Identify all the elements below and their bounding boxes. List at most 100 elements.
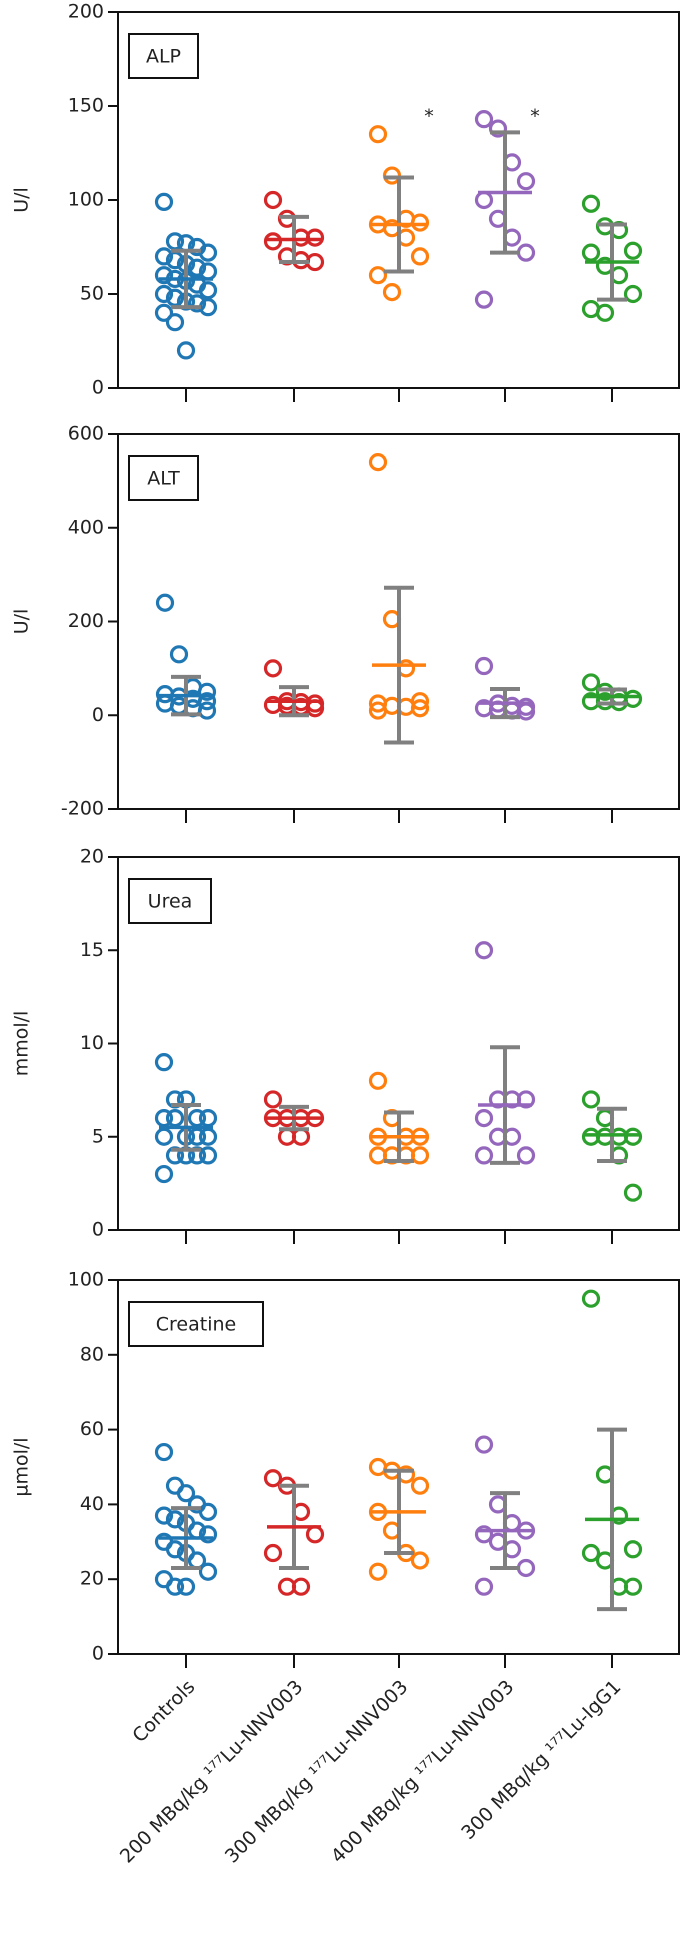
data-point (368, 701, 388, 720)
y-axis-label: µmol/l (11, 1437, 33, 1496)
data-point (165, 1540, 185, 1559)
y-tick-label: 80 (80, 1343, 104, 1365)
data-point (198, 281, 218, 300)
y-axis-label: U/l (11, 609, 33, 635)
y-tick-label: 100 (68, 1269, 104, 1291)
data-point (165, 1108, 185, 1128)
data-point (623, 241, 643, 260)
data-point (581, 1543, 601, 1563)
x-tick-label: 400 MBq/kg ¹⁷⁷Lu-NNV003 (327, 1676, 519, 1868)
data-point (197, 682, 217, 701)
data-point (197, 701, 217, 720)
data-point (516, 1090, 536, 1109)
data-point (154, 247, 174, 266)
data-point (154, 1108, 174, 1128)
data-point (154, 303, 174, 322)
data-point (197, 692, 217, 711)
label-box (128, 1301, 264, 1347)
annotation: * (530, 106, 540, 128)
data-point (176, 1484, 196, 1503)
data-point (516, 172, 536, 191)
data-point (263, 659, 283, 678)
data-point (154, 1053, 174, 1072)
data-point (263, 1469, 283, 1488)
data-point (595, 303, 615, 322)
data-point (474, 1577, 494, 1596)
data-point (623, 1127, 643, 1146)
data-point (368, 1562, 388, 1581)
data-point (198, 1562, 218, 1581)
data-point (154, 266, 174, 285)
data-point (410, 1551, 430, 1570)
data-point (581, 1090, 601, 1109)
data-point (474, 1108, 494, 1128)
y-tick-label: 150 (68, 95, 104, 117)
label-box (128, 33, 199, 79)
data-point (154, 1506, 174, 1525)
data-point (169, 645, 189, 664)
data-point (198, 1502, 218, 1521)
data-point (176, 1577, 196, 1596)
data-point (581, 243, 601, 262)
data-point (263, 1090, 283, 1109)
panel-title: Creatine (156, 1314, 236, 1336)
data-point (198, 1146, 218, 1165)
y-tick-label: 40 (80, 1493, 104, 1515)
data-point (368, 266, 388, 285)
data-point (488, 119, 508, 138)
data-point (474, 941, 494, 960)
data-point (474, 1146, 494, 1165)
panel-title: ALT (147, 468, 180, 490)
data-point (154, 1127, 174, 1146)
y-tick-label: 10 (80, 1032, 104, 1054)
data-point (198, 1525, 218, 1544)
y-tick-label: 50 (80, 283, 104, 305)
data-point (474, 1435, 494, 1454)
data-point (382, 283, 402, 302)
x-tick-label: Controls (128, 1676, 199, 1747)
label-box (128, 878, 212, 924)
y-tick-label: -200 (61, 798, 104, 820)
data-point (165, 1510, 185, 1529)
data-point (165, 1577, 185, 1596)
y-tick-label: 20 (80, 846, 104, 868)
panel-title: Urea (148, 891, 193, 913)
y-tick-label: 0 (92, 704, 104, 726)
data-point (154, 1442, 174, 1462)
y-tick-label: 0 (92, 1219, 104, 1241)
y-axis-label: U/l (11, 187, 33, 213)
data-point (368, 1071, 388, 1090)
data-point (154, 1164, 174, 1184)
data-point (581, 673, 601, 692)
y-tick-label: 0 (92, 377, 104, 399)
data-point (187, 1108, 207, 1128)
data-point (474, 110, 494, 129)
y-axis-label: mmol/l (11, 1011, 33, 1077)
data-point (187, 1127, 207, 1146)
data-point (410, 213, 430, 232)
data-point (516, 243, 536, 262)
label-box (128, 455, 199, 501)
annotation: * (424, 106, 434, 128)
y-tick-label: 100 (68, 189, 104, 211)
data-point (263, 1543, 283, 1563)
y-tick-label: 400 (68, 516, 104, 538)
data-point (305, 1525, 325, 1544)
data-point (154, 284, 174, 304)
data-point (165, 313, 185, 332)
data-point (410, 247, 430, 266)
y-tick-label: 200 (68, 1, 104, 23)
data-point (198, 1108, 218, 1128)
y-tick-label: 200 (68, 610, 104, 632)
data-point (474, 190, 494, 210)
data-point (263, 190, 283, 210)
y-tick-label: 5 (92, 1125, 104, 1147)
data-point (410, 1146, 430, 1165)
data-point (155, 593, 175, 612)
data-point (623, 1540, 643, 1559)
data-point (623, 1577, 643, 1596)
data-point (187, 258, 207, 277)
data-point (198, 1127, 218, 1146)
data-point (474, 656, 494, 676)
